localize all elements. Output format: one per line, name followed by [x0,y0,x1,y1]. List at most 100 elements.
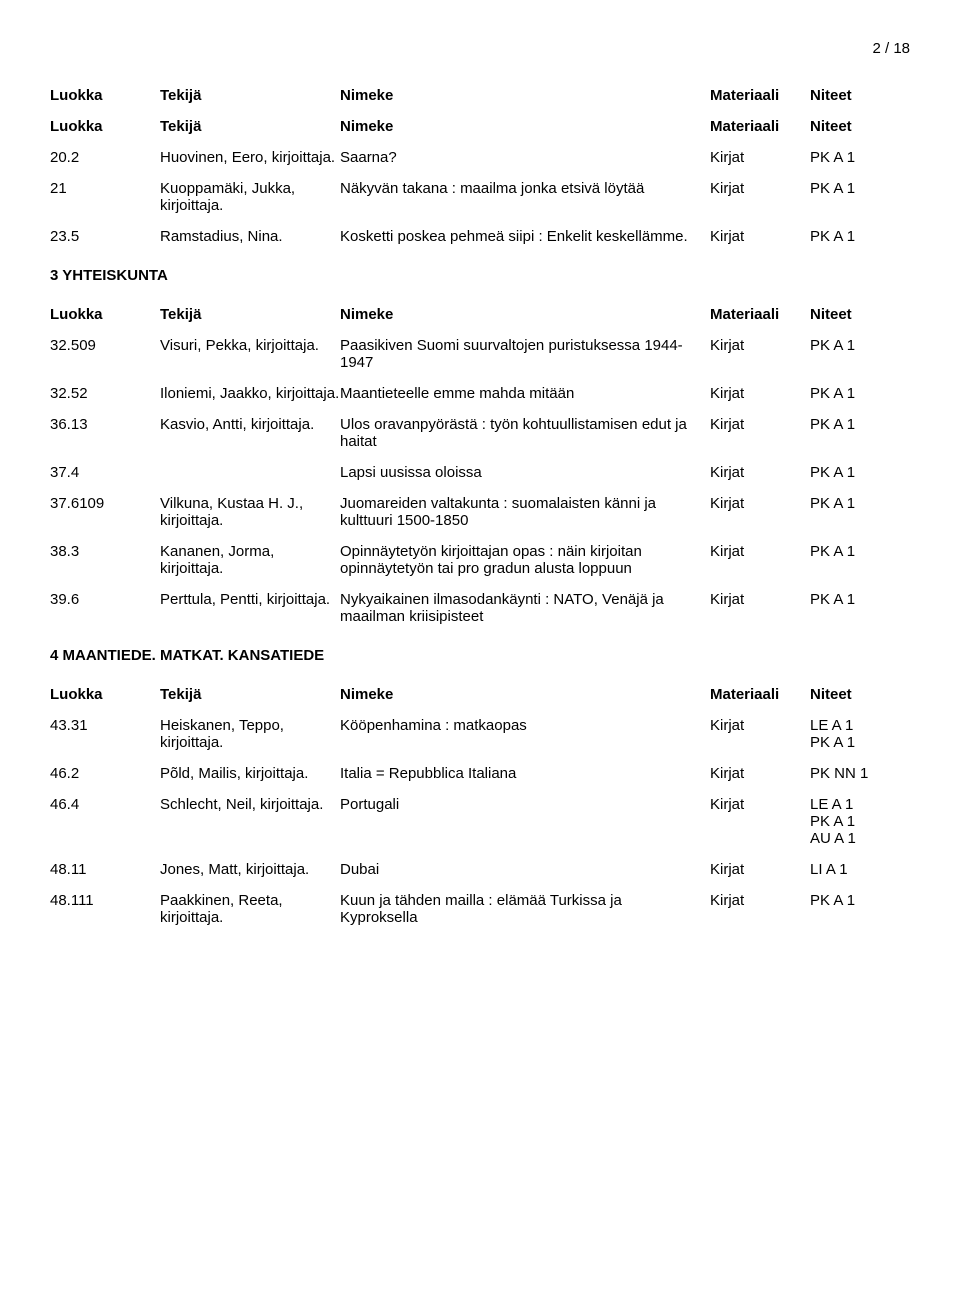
cell-materiaali: Kirjat [710,180,810,197]
cell-nimeke: Juomareiden valtakunta : suomalaisten kä… [340,495,710,529]
cell-nimeke: Opinnäytetyön kirjoittajan opas : näin k… [340,543,710,577]
table-header-row: LuokkaTekijäNimekeMateriaaliNiteet [50,306,910,323]
page-number: 2 / 18 [50,40,910,57]
cell-nimeke: Dubai [340,861,710,878]
table-row: 48.111Paakkinen, Reeta, kirjoittaja.Kuun… [50,892,910,926]
cell-tekija: Iloniemi, Jaakko, kirjoittaja. [160,385,340,402]
cell-materiaali: Kirjat [710,796,810,813]
cell-materiaali: Kirjat [710,464,810,481]
cell-tekija: Põld, Mailis, kirjoittaja. [160,765,340,782]
niteet-line: PK A 1 [810,591,920,608]
table-row: 36.13Kasvio, Antti, kirjoittaja.Ulos ora… [50,416,910,450]
cell-niteet: PK A 1 [810,543,920,560]
cell-luokka: 38.3 [50,543,160,560]
cell-luokka: 43.31 [50,717,160,734]
cell-nimeke: Maantieteelle emme mahda mitään [340,385,710,402]
cell-materiaali: Kirjat [710,765,810,782]
cell-niteet: PK A 1 [810,337,920,354]
header-nimeke: Nimeke [340,118,710,135]
cell-materiaali: Kirjat [710,337,810,354]
header-luokka: Luokka [50,87,160,104]
cell-niteet: LI A 1 [810,861,920,878]
cell-luokka: 39.6 [50,591,160,608]
niteet-line: PK A 1 [810,337,920,354]
cell-nimeke: Kosketti poskea pehmeä siipi : Enkelit k… [340,228,710,245]
table-row: 23.5Ramstadius, Nina.Kosketti poskea peh… [50,228,910,245]
niteet-line: PK A 1 [810,464,920,481]
cell-materiaali: Kirjat [710,149,810,166]
cell-materiaali: Kirjat [710,416,810,433]
header-materiaali: Materiaali [710,118,810,135]
cell-luokka: 32.509 [50,337,160,354]
niteet-line: PK A 1 [810,149,920,166]
cell-luokka: 23.5 [50,228,160,245]
cell-materiaali: Kirjat [710,892,810,909]
cell-niteet: PK A 1 [810,416,920,433]
table-row: 38.3Kananen, Jorma, kirjoittaja.Opinnäyt… [50,543,910,577]
cell-nimeke: Italia = Repubblica Italiana [340,765,710,782]
header-nimeke: Nimeke [340,686,710,703]
cell-nimeke: Lapsi uusissa oloissa [340,464,710,481]
cell-luokka: 37.4 [50,464,160,481]
cell-niteet: PK A 1 [810,180,920,197]
cell-nimeke: Ulos oravanpyörästä : työn kohtuullistam… [340,416,710,450]
cell-luokka: 46.2 [50,765,160,782]
cell-tekija: Kuoppamäki, Jukka, kirjoittaja. [160,180,340,214]
cell-materiaali: Kirjat [710,591,810,608]
cell-luokka: 36.13 [50,416,160,433]
header-niteet: Niteet [810,87,920,104]
niteet-line: PK A 1 [810,180,920,197]
cell-niteet: PK A 1 [810,149,920,166]
cell-niteet: PK A 1 [810,385,920,402]
header-luokka: Luokka [50,118,160,135]
niteet-line: PK A 1 [810,543,920,560]
table-row: 46.2Põld, Mailis, kirjoittaja.Italia = R… [50,765,910,782]
niteet-line: PK A 1 [810,495,920,512]
cell-nimeke: Näkyvän takana : maailma jonka etsivä lö… [340,180,710,197]
niteet-line: AU A 1 [810,830,920,847]
table-header-row: LuokkaTekijäNimekeMateriaaliNiteet [50,118,910,135]
table-row: 37.6109Vilkuna, Kustaa H. J., kirjoittaj… [50,495,910,529]
cell-nimeke: Kuun ja tähden mailla : elämää Turkissa … [340,892,710,926]
cell-materiaali: Kirjat [710,228,810,245]
cell-tekija: Kananen, Jorma, kirjoittaja. [160,543,340,577]
niteet-line: PK A 1 [810,813,920,830]
table-row: 21Kuoppamäki, Jukka, kirjoittaja.Näkyvän… [50,180,910,214]
cell-luokka: 20.2 [50,149,160,166]
table-row: 37.4Lapsi uusissa oloissaKirjatPK A 1 [50,464,910,481]
niteet-line: PK A 1 [810,892,920,909]
header-luokka: Luokka [50,306,160,323]
cell-tekija: Jones, Matt, kirjoittaja. [160,861,340,878]
cell-tekija: Schlecht, Neil, kirjoittaja. [160,796,340,813]
niteet-line: LE A 1 [810,796,920,813]
document-body: LuokkaTekijäNimekeMateriaaliNiteetLuokka… [50,87,910,926]
header-niteet: Niteet [810,306,920,323]
header-niteet: Niteet [810,686,920,703]
niteet-line: LI A 1 [810,861,920,878]
table-row: 39.6Perttula, Pentti, kirjoittaja.Nykyai… [50,591,910,625]
cell-luokka: 46.4 [50,796,160,813]
header-materiaali: Materiaali [710,87,810,104]
cell-niteet: PK A 1 [810,464,920,481]
cell-niteet: PK A 1 [810,591,920,608]
niteet-line: LE A 1 [810,717,920,734]
cell-luokka: 48.11 [50,861,160,878]
niteet-line: PK A 1 [810,734,920,751]
header-tekija: Tekijä [160,87,340,104]
cell-niteet: LE A 1PK A 1AU A 1 [810,796,920,847]
cell-luokka: 48.111 [50,892,160,909]
table-row: 43.31Heiskanen, Teppo, kirjoittaja.Kööpe… [50,717,910,751]
section-title: 4 MAANTIEDE. MATKAT. KANSATIEDE [50,647,910,664]
niteet-line: PK A 1 [810,416,920,433]
cell-tekija: Visuri, Pekka, kirjoittaja. [160,337,340,354]
table-header-row: LuokkaTekijäNimekeMateriaaliNiteet [50,87,910,104]
niteet-line: PK A 1 [810,228,920,245]
cell-nimeke: Saarna? [340,149,710,166]
cell-luokka: 32.52 [50,385,160,402]
table-row: 32.509Visuri, Pekka, kirjoittaja.Paasiki… [50,337,910,371]
header-luokka: Luokka [50,686,160,703]
niteet-line: PK NN 1 [810,765,920,782]
niteet-line: PK A 1 [810,385,920,402]
cell-nimeke: Portugali [340,796,710,813]
header-niteet: Niteet [810,118,920,135]
